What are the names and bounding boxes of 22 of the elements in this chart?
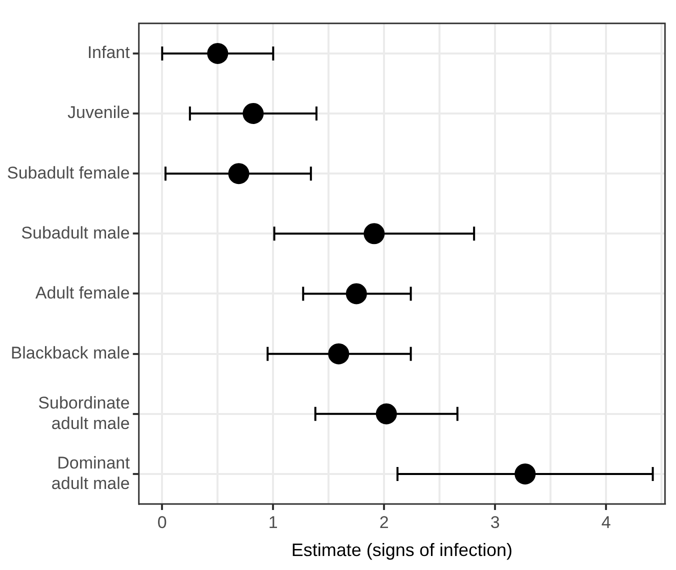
y-tick-label: Adult female [35,283,130,302]
x-tick-label: 4 [601,512,611,532]
point [376,403,397,424]
x-axis-title: Estimate (signs of infection) [291,540,512,560]
y-tick-label: Juvenile [67,103,130,122]
point [364,223,385,244]
y-tick-label: Blackback male [10,344,130,362]
y-tick-label: Subadult male [21,223,130,242]
point [228,163,250,184]
y-tick-label: Subordinate adult male [38,393,130,433]
point [242,103,264,124]
point [346,283,367,304]
x-tick-label: 3 [490,512,500,532]
point [328,343,350,364]
x-tick-label: 2 [379,512,389,532]
point [207,42,228,64]
y-tick-label: Dominant adult male [51,453,130,493]
point [514,463,536,484]
x-tick-label: 0 [157,512,167,532]
x-tick-label: 1 [268,512,278,532]
y-tick-label: Infant [87,43,130,62]
y-tick-label: Subadult female [6,163,130,182]
